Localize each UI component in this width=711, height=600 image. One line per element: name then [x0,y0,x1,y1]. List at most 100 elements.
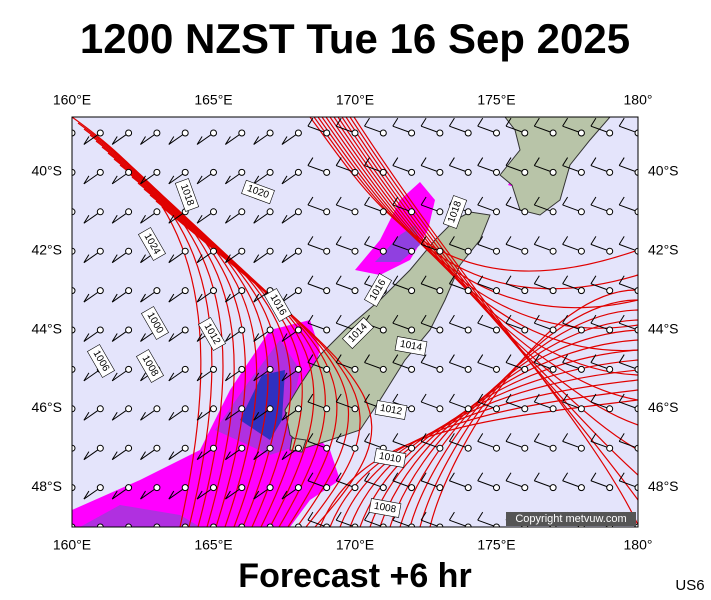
barb-tick [253,451,260,460]
barb-station [266,444,274,452]
barb-station [634,365,638,373]
isobar-label-group: 1008 [368,498,402,518]
rain-area [355,182,435,275]
barb-station [408,287,416,295]
barb-station [436,208,444,216]
barb-tick [83,451,90,460]
lon-label: 160°E [53,537,91,553]
barb-station [408,405,416,413]
barb-station [521,484,529,492]
barb-station [577,365,585,373]
north-island [499,117,611,216]
barb-station [436,129,444,137]
barb-station [210,405,217,413]
barb-tick [111,451,118,460]
lat-label: 44°S [31,320,62,336]
barb-station [96,247,104,255]
barb-tick [140,293,146,303]
barb-tick [307,157,314,166]
barb-station [96,444,104,452]
barb-station [351,168,359,176]
barb-tick [533,236,540,245]
lon-label: 175°E [477,537,515,553]
barb-station [181,287,189,295]
barb-tick [335,117,342,127]
barb-tick [253,333,260,342]
isobar [349,117,638,501]
barb-tick [307,236,314,245]
isobar-label-group: 1018 [442,195,468,229]
lat-label: 44°S [648,320,679,336]
barb-tick [281,412,288,421]
barb-station [493,444,500,452]
barb-tick [477,196,484,206]
barb-station [210,523,217,527]
barb-tick [420,511,427,521]
barb-tick [364,393,370,403]
barb-station [181,405,189,413]
barb-tick [448,157,455,166]
barb-station [96,484,104,492]
barb-tick [562,472,569,482]
barb-station [294,326,302,334]
isobar [155,200,361,527]
isobar-label-box [198,317,226,351]
barb-tick [505,472,512,482]
barb-station [323,484,331,492]
barb-station [323,405,331,413]
barb-tick [196,136,203,145]
isobar-label-box [87,344,115,378]
barb-tick [83,490,90,500]
barb-tick [364,472,370,482]
barb-tick [505,196,512,206]
barb-tick [140,254,146,263]
barb-tick [253,293,260,303]
barb-tick [335,236,342,245]
barb-tick [392,275,399,285]
barb-station [125,405,133,413]
barb-station [294,247,302,255]
barb-station [493,247,500,255]
barb-station [606,208,614,216]
barb-station [323,287,331,295]
barb-tick [364,433,370,442]
barb-tick [196,215,203,224]
barb-station [351,484,359,492]
barb-station [210,129,217,137]
barb-station [577,287,585,295]
isobar-label-box [174,178,200,212]
barb-station [436,523,444,527]
barb-tick [477,236,484,245]
barb-tick [281,490,288,500]
barb-station [238,287,246,295]
barb-tick [590,157,597,166]
barb-tick [335,511,342,521]
barb-tick [420,236,427,245]
map-frame [71,116,639,528]
isobar [72,117,202,527]
barb-station [606,484,614,492]
barb-tick [505,314,512,324]
barb-station [549,168,557,176]
isobar [113,158,280,527]
barb-station [464,287,472,295]
barb-tick [253,490,260,500]
barb-tick [168,136,175,145]
barb-tick [562,157,569,166]
barb-station [210,208,217,216]
barb-tick [140,412,146,421]
isobar [353,117,638,526]
barb-station [521,365,529,373]
barb-station [181,484,189,492]
barb-station [238,484,246,492]
barb-tick [562,117,569,127]
lat-label: 42°S [648,242,679,258]
barb-station [238,247,246,255]
barb-tick [618,314,625,324]
isobar [119,164,292,527]
barb-tick [281,215,288,224]
barb-tick [533,433,540,442]
barb-station [634,326,638,334]
isobar [389,329,638,527]
barb-station [549,287,557,295]
